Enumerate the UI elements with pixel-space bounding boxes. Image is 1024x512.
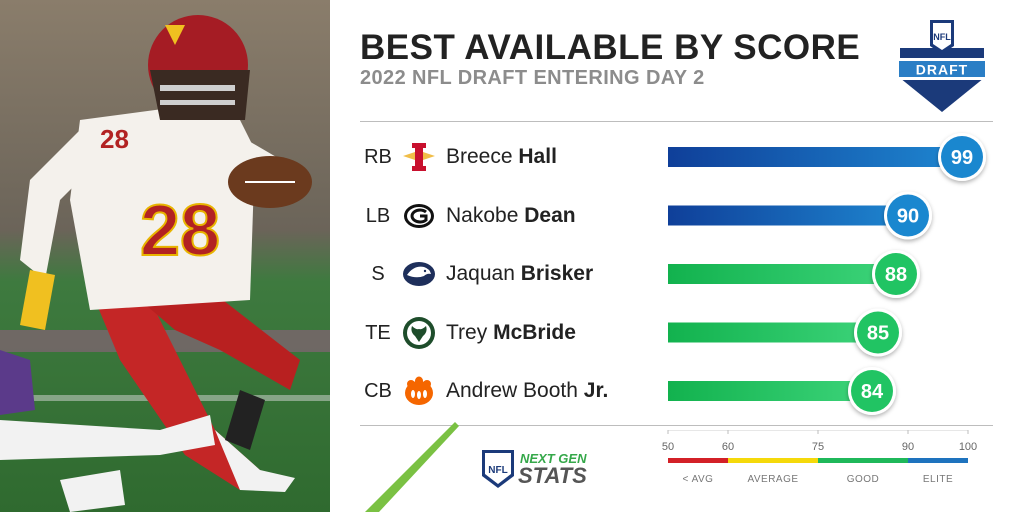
draft-logo-text: DRAFT — [916, 62, 968, 78]
scale-band-label: ELITE — [923, 474, 953, 485]
colorado-state-icon — [403, 316, 435, 349]
player-row: LB Nakobe Dean — [330, 187, 1024, 245]
position-label: RB — [364, 146, 392, 168]
penn-state-icon — [403, 262, 435, 286]
player-last-name: McBride — [493, 320, 576, 344]
scale-legend: 50 60 75 90 100 < AVG AVERAGE GOOD ELITE — [662, 430, 977, 485]
player-first-name: Nakobe — [446, 203, 519, 227]
scale-tick-label: 60 — [722, 441, 734, 453]
player-last-name: Hall — [518, 145, 557, 168]
scale-tick-label: 90 — [902, 441, 914, 453]
svg-text:28: 28 — [140, 191, 220, 271]
scale-band — [728, 458, 818, 463]
position-label: LB — [365, 204, 391, 227]
player-last-name: Brisker — [520, 262, 594, 285]
ngs-shield-text: NFL — [488, 465, 507, 476]
player-last-name: Jr. — [583, 379, 609, 402]
player-first-name: Jaquan — [446, 262, 515, 285]
bottom-divider — [360, 425, 993, 426]
player-row: S Jaquan Brisker — [330, 245, 1024, 303]
chart-title: BEST AVAILABLE BY SCORE — [360, 28, 861, 67]
top-divider — [360, 121, 993, 122]
ngs-line1: NEXT GEN — [520, 451, 587, 466]
next-gen-stats-logo: NFL NEXT GEN STATS — [480, 446, 620, 495]
svg-text:28: 28 — [100, 124, 129, 154]
nfl-shield-text: NFL — [933, 32, 951, 42]
iowa-state-icon — [403, 143, 435, 171]
scale-band — [908, 458, 968, 463]
ngs-line2: STATS — [518, 463, 587, 488]
chart-panel: BEST AVAILABLE BY SCORE 2022 NFL DRAFT E… — [330, 0, 1024, 512]
scale-tick-label: 50 — [662, 441, 674, 453]
scale-band — [668, 458, 728, 463]
scale-tick-label: 100 — [959, 441, 977, 453]
position-label: TE — [365, 321, 391, 344]
brand-slash-decoration — [365, 422, 459, 512]
nfl-draft-logo: NFL DRAFT — [896, 20, 988, 112]
player-first-name: Andrew Booth — [446, 379, 578, 402]
player-first-name: Trey — [446, 320, 488, 344]
player-first-name: Breece — [446, 145, 513, 168]
player-row: TE Trey McBride — [330, 304, 1024, 362]
player-row: CB Andrew Booth Jr. — [330, 362, 1024, 420]
player-row: RB Breece Hall — [330, 128, 1024, 186]
scale-band-label: AVERAGE — [747, 474, 798, 485]
georgia-icon — [404, 203, 434, 228]
player-name: Andrew Booth Jr. — [446, 379, 608, 403]
player-last-name: Dean — [524, 203, 576, 227]
player-name: Nakobe Dean — [446, 204, 576, 228]
player-name: Jaquan Brisker — [446, 262, 593, 286]
position-label: CB — [364, 380, 392, 402]
position-label: S — [371, 263, 385, 285]
clemson-icon — [405, 376, 433, 405]
player-photo: 28 28 — [0, 0, 330, 512]
player-name: Trey McBride — [446, 321, 576, 345]
scale-band-label: GOOD — [847, 474, 880, 485]
scale-band-label: < AVG — [683, 474, 714, 485]
player-name: Breece Hall — [446, 145, 557, 169]
scale-band — [818, 458, 908, 463]
scale-tick-label: 75 — [812, 441, 824, 453]
chart-subtitle: 2022 NFL DRAFT ENTERING DAY 2 — [360, 67, 705, 89]
